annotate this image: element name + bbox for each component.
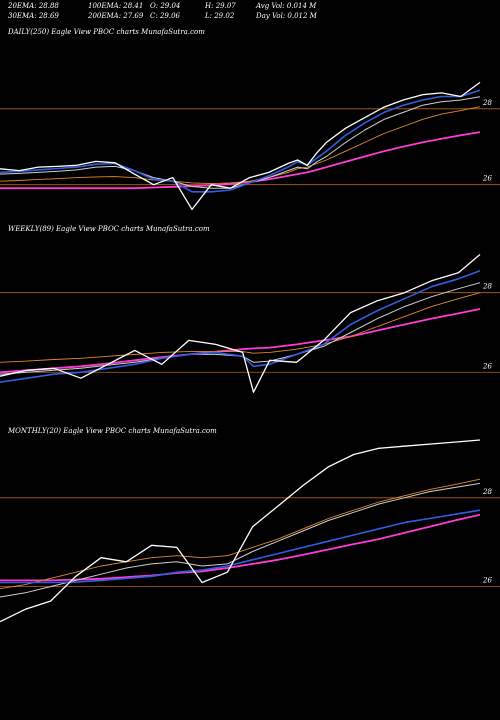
monthly-ytick-label: 26: [482, 577, 492, 585]
stat-high: H: 29.07: [205, 2, 236, 10]
daily-price-line: [0, 81, 481, 211]
weekly-ytick-label: 28: [482, 283, 492, 291]
daily-ema20-line: [0, 89, 481, 193]
monthly-ema30-line: [0, 482, 481, 598]
daily-chart: 28 26: [0, 81, 500, 211]
daily-panel-label: DAILY(250) Eagle View PBOC charts Munafa…: [8, 28, 205, 36]
stat-ema30: 30EMA: 28.69: [8, 12, 59, 20]
weekly-ema100-line: [0, 292, 481, 363]
weekly-panel-label: WEEKLY(89) Eagle View PBOC charts Munafa…: [8, 225, 210, 233]
weekly-ema30-line: [0, 282, 481, 375]
stat-low: L: 29.02: [205, 12, 235, 20]
weekly-ema20-line: [0, 270, 481, 383]
daily-ytick-label: 26: [482, 175, 492, 183]
monthly-chart: 28 26: [0, 439, 500, 623]
monthly-price-line: [0, 439, 481, 623]
daily-ytick-label: 28: [482, 99, 492, 107]
stat-ema100: 100EMA: 28.41: [88, 2, 144, 10]
monthly-panel-label: MONTHLY(20) Eagle View PBOC charts Munaf…: [8, 427, 217, 435]
stat-ema200: 200EMA: 27.69: [88, 12, 144, 20]
weekly-price-line: [0, 254, 481, 393]
stat-close: C: 29.06: [150, 12, 180, 20]
daily-ema200-line: [0, 131, 481, 190]
monthly-ema200-line: [0, 513, 481, 582]
stat-avg-vol: Avg Vol: 0.014 M: [256, 2, 317, 10]
monthly-ema100-line: [0, 478, 481, 590]
weekly-ema200-line: [0, 308, 481, 374]
weekly-chart: 28 26: [0, 254, 500, 393]
stat-day-vol: Day Vol: 0.012 M: [256, 12, 317, 20]
stat-ema20: 20EMA: 28.88: [8, 2, 59, 10]
stat-open: O: 29.04: [150, 2, 181, 10]
daily-ema30-line: [0, 96, 481, 189]
monthly-ytick-label: 28: [482, 488, 492, 496]
weekly-ytick-label: 26: [482, 362, 492, 370]
monthly-ema20-line: [0, 509, 481, 584]
